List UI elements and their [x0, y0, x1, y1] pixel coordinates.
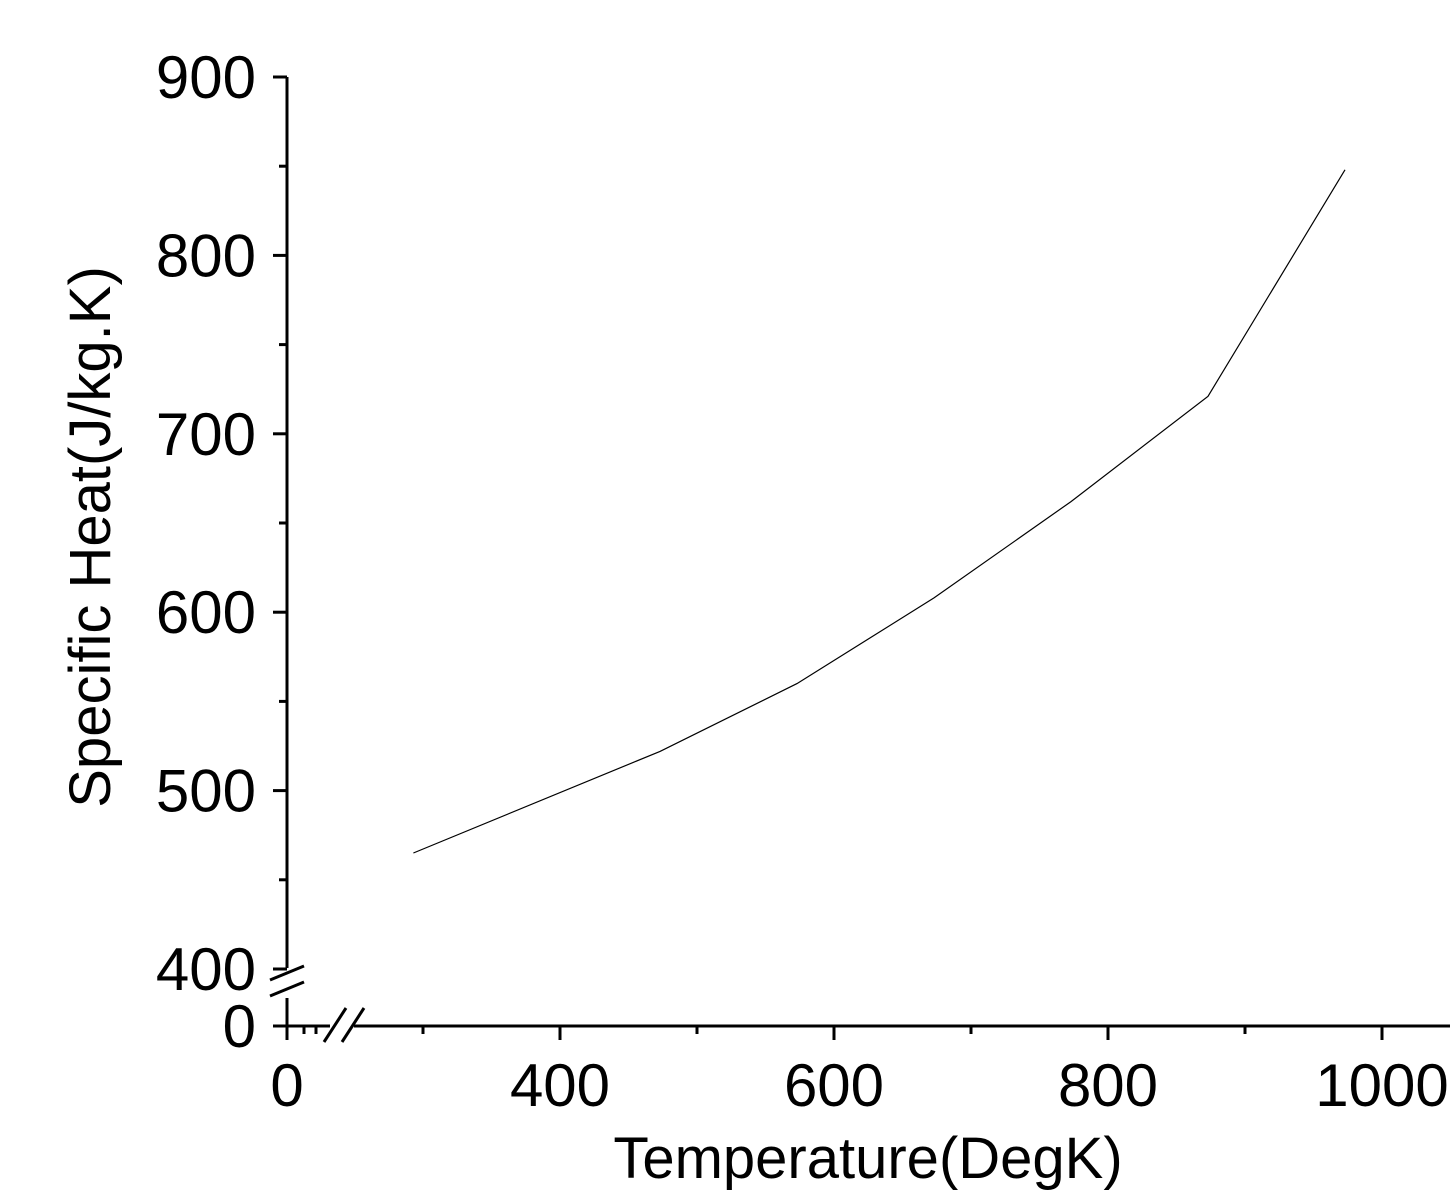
y-tick-label: 800: [156, 222, 256, 289]
y-tick-label: 700: [156, 401, 256, 468]
series-line: [413, 169, 1346, 854]
x-tick-label: 0: [270, 1052, 303, 1119]
y-tick-label: 0: [223, 993, 256, 1060]
y-tick-label: 900: [156, 44, 256, 111]
axes: [269, 77, 1450, 1043]
x-axis-title: Temperature(DegK): [613, 1126, 1122, 1190]
y-tick-label: 500: [156, 758, 256, 825]
y-tick-label: 400: [156, 936, 256, 1003]
series: [413, 169, 1346, 854]
x-tick-label: 800: [1058, 1052, 1158, 1119]
y-tick-label: 600: [156, 579, 256, 646]
y-axis-break-mark: [269, 964, 305, 982]
ticks: [273, 75, 1384, 1040]
x-axis-break-mark: [322, 1007, 348, 1043]
x-tick-label: 600: [784, 1052, 884, 1119]
x-axis-break-mark: [340, 1007, 366, 1043]
x-tick-label: 400: [510, 1052, 610, 1119]
y-axis-title: Specific Heat(J/kg.K): [58, 266, 123, 808]
y-axis-break-mark: [269, 980, 305, 998]
x-tick-label: 1000: [1315, 1052, 1448, 1119]
